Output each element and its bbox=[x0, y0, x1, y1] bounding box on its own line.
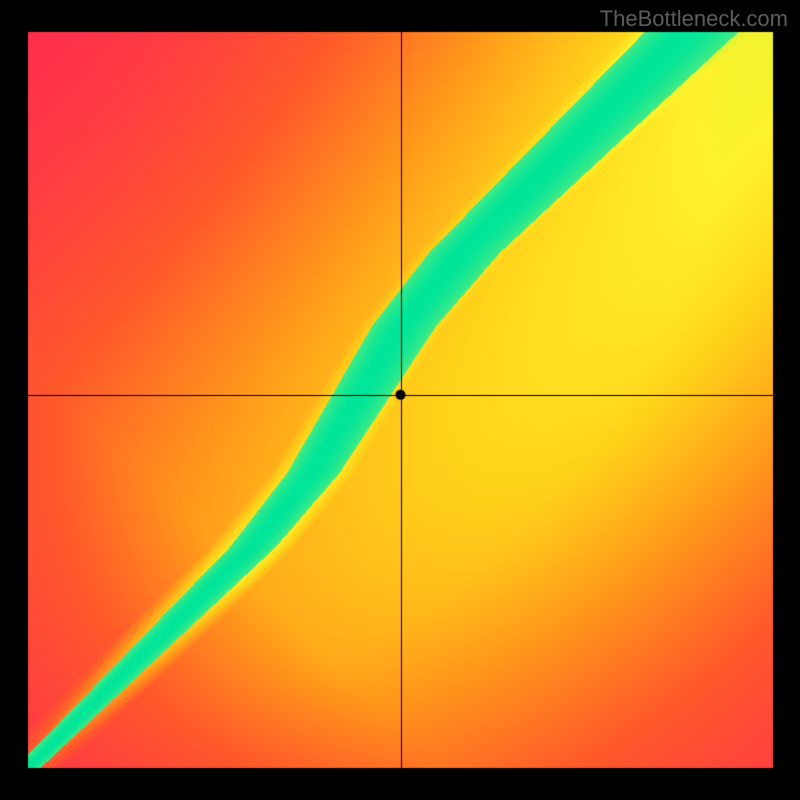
chart-container: TheBottleneck.com bbox=[0, 0, 800, 800]
bottleneck-heatmap bbox=[0, 0, 800, 800]
watermark-text: TheBottleneck.com bbox=[600, 6, 788, 32]
